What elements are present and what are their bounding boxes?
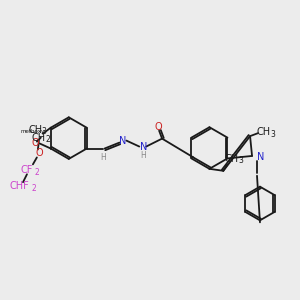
Text: O: O — [35, 148, 43, 158]
Text: CH: CH — [29, 125, 43, 135]
Text: O: O — [31, 138, 39, 148]
Text: 3: 3 — [271, 130, 276, 139]
Text: O: O — [154, 122, 162, 132]
Text: methoxy: methoxy — [21, 129, 45, 134]
Text: CH: CH — [224, 154, 238, 164]
Text: N: N — [119, 136, 126, 146]
Text: N: N — [140, 142, 147, 152]
Text: 3: 3 — [238, 156, 243, 165]
Text: N: N — [257, 152, 264, 162]
Text: CH: CH — [257, 127, 271, 137]
Text: 2: 2 — [46, 135, 50, 144]
Text: CHF: CHF — [9, 181, 29, 191]
Text: H: H — [140, 151, 146, 160]
Text: 3: 3 — [42, 127, 47, 136]
Text: 2: 2 — [32, 184, 37, 193]
Text: CF: CF — [21, 165, 33, 175]
Text: H: H — [100, 153, 106, 162]
Text: CH: CH — [32, 133, 46, 142]
Text: 2: 2 — [35, 168, 40, 177]
